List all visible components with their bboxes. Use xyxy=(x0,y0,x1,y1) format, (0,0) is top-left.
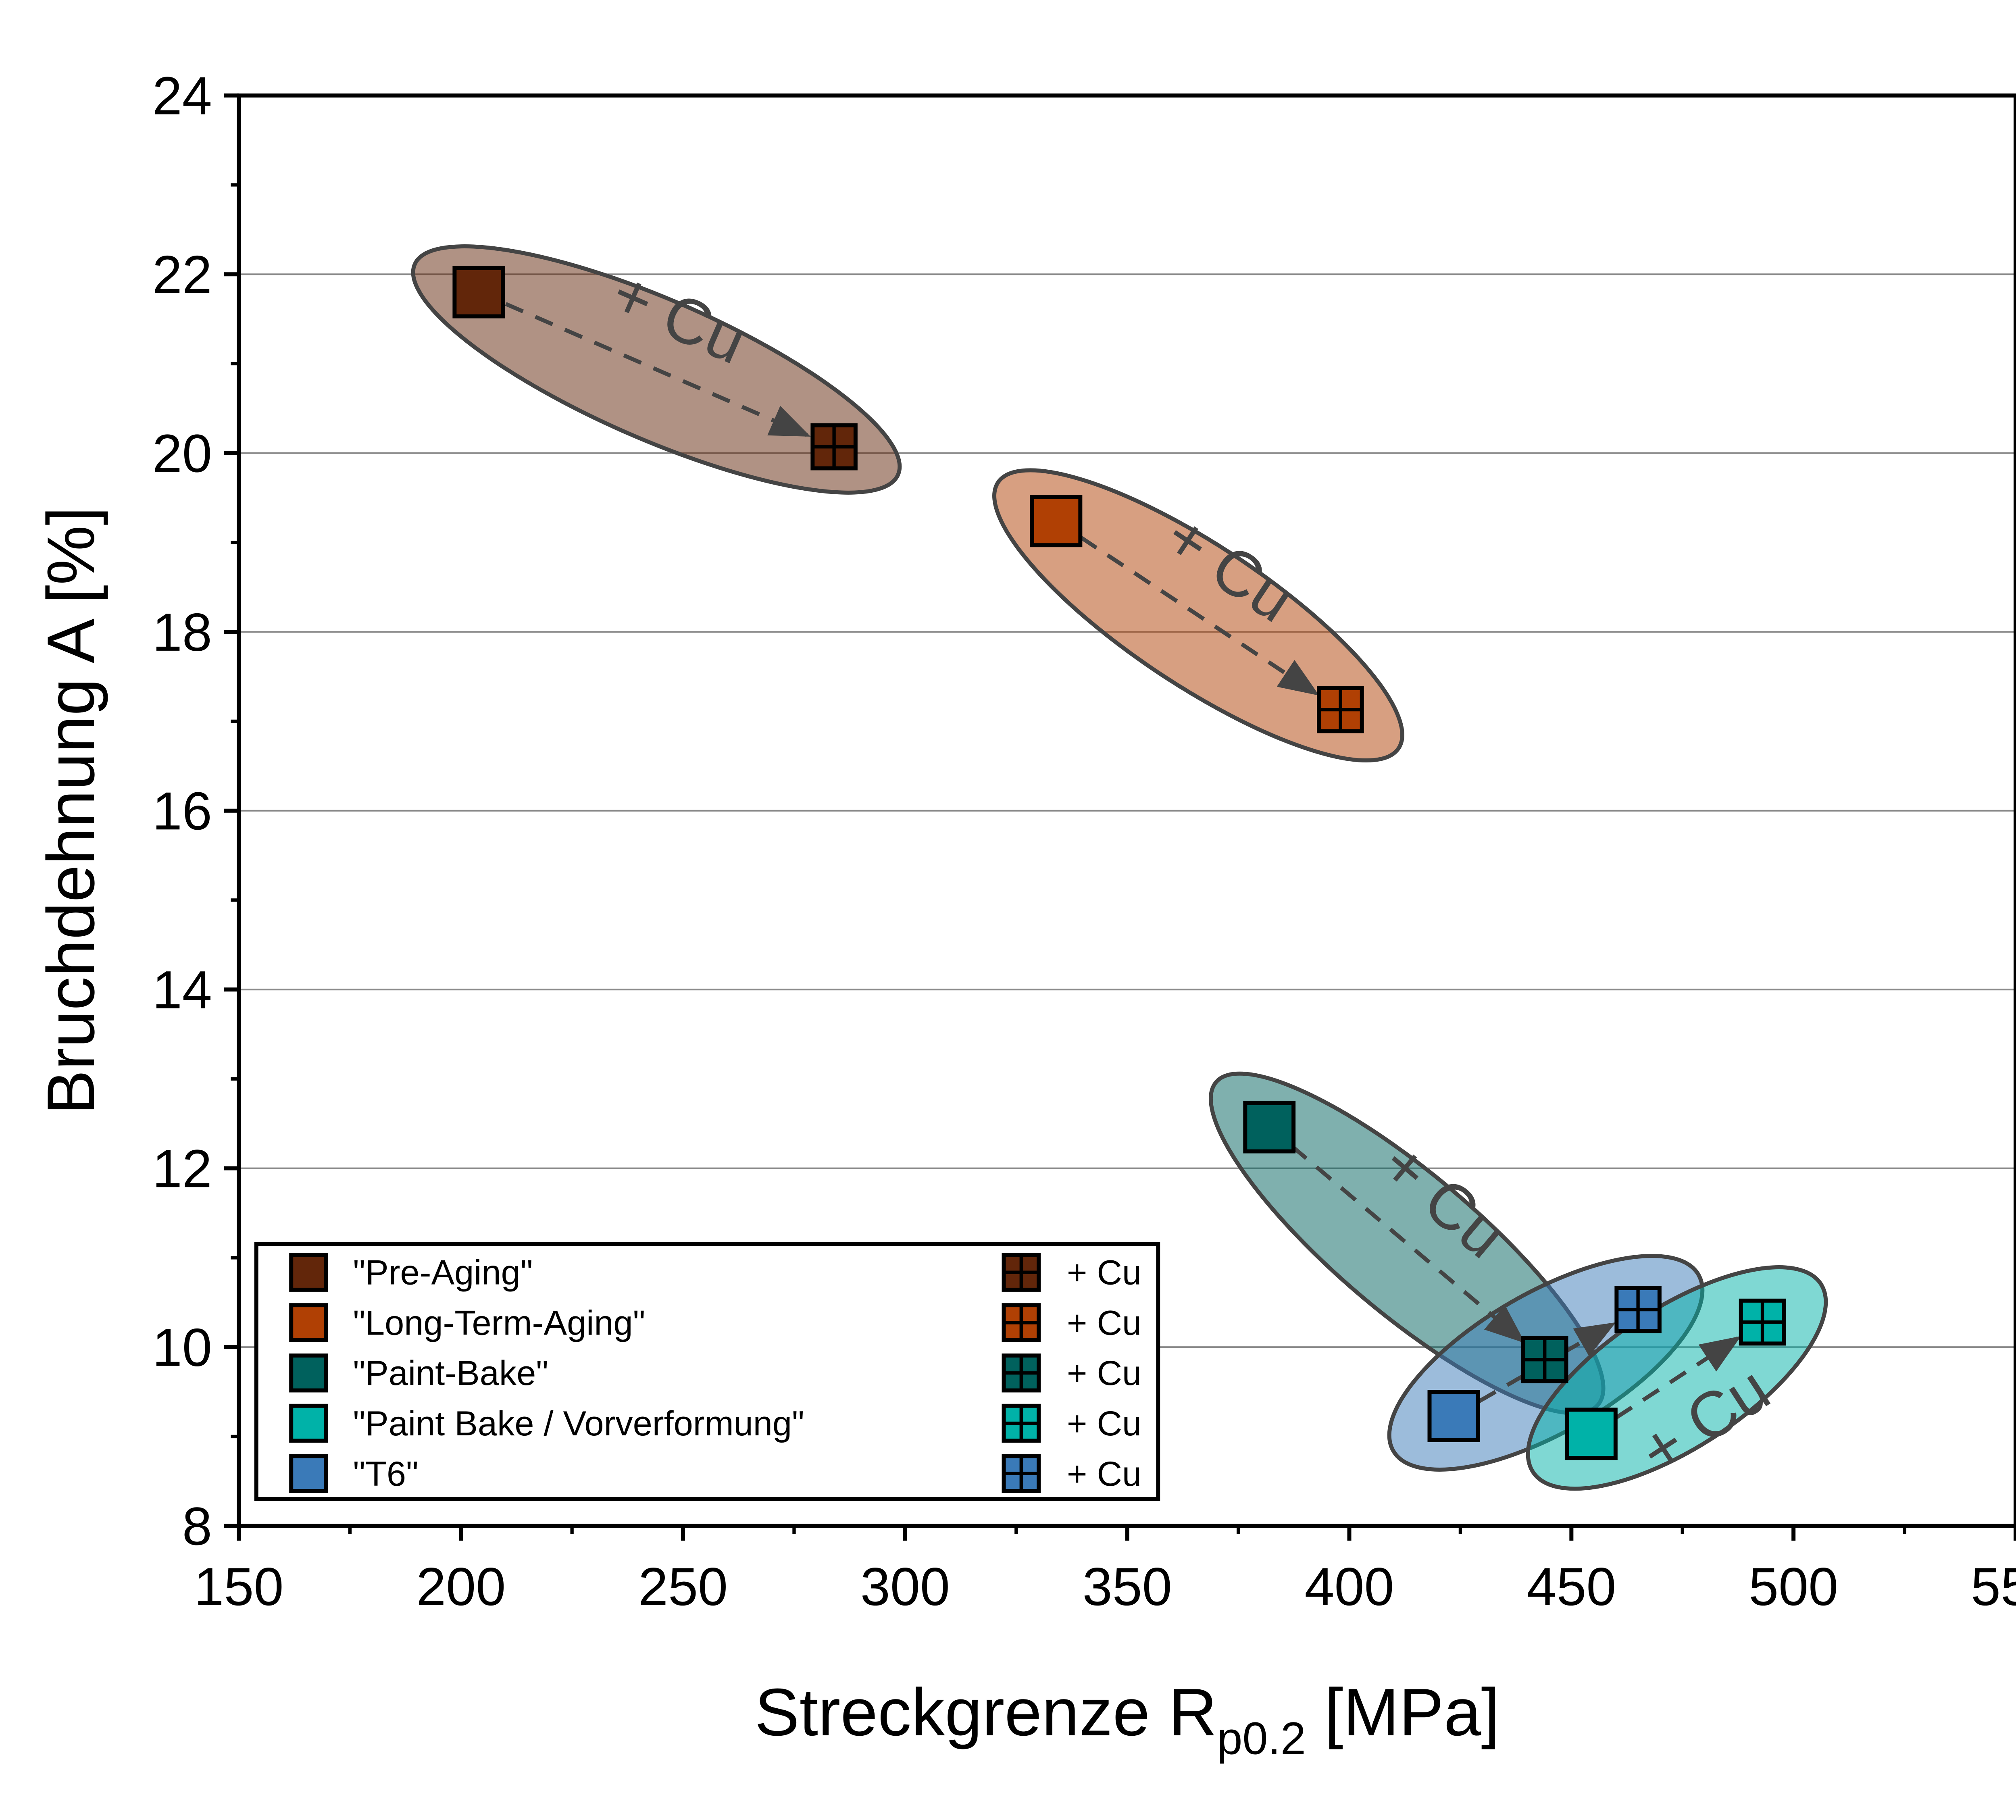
legend-marker xyxy=(289,1253,328,1292)
x-tick-label: 200 xyxy=(416,1557,506,1617)
data-point xyxy=(1427,1390,1480,1442)
legend-marker xyxy=(289,1353,328,1393)
dashed-arrow xyxy=(1290,1145,1525,1343)
gridlines xyxy=(239,273,2016,1348)
x-tick-label: 350 xyxy=(1083,1557,1172,1617)
x-tick-label: 450 xyxy=(1527,1557,1616,1617)
y-tick-label: 16 xyxy=(152,781,212,841)
legend-label: "Paint-Bake" xyxy=(353,1354,548,1393)
y-tick-label: 18 xyxy=(152,602,212,662)
legend-label: "Long-Term-Aging" xyxy=(353,1304,645,1342)
dashed-arrow xyxy=(1615,1336,1741,1420)
legend-label: + Cu xyxy=(1067,1354,1141,1393)
data-point xyxy=(1565,1408,1618,1460)
legend: "Pre-Aging" "Long-Term-Aging" "Paint-Bake"… xyxy=(254,1242,1160,1501)
legend-label: "Pre-Aging" xyxy=(353,1254,533,1292)
legend-label: + Cu xyxy=(1067,1455,1141,1493)
data-points xyxy=(452,266,1786,1460)
y-tick-label: 22 xyxy=(152,245,212,305)
legend-label: + Cu xyxy=(1067,1254,1141,1292)
y-tick-label: 8 xyxy=(182,1496,212,1556)
data-point xyxy=(1030,495,1083,548)
x-axis-label: Streckgrenze Rp0.2 [MPa] xyxy=(755,1675,1500,1764)
x-axis-label-subscript: p0.2 xyxy=(1217,1713,1306,1764)
legend-label: "T6" xyxy=(353,1455,418,1493)
axis-ticks: 8 10 12 14 16 18 20 22 24 150 200 250 300 350 400 450 50… xyxy=(152,66,2016,1617)
legend-label: "Paint Bake / Vorverformung" xyxy=(353,1404,804,1443)
dashed-arrow xyxy=(505,302,811,437)
y-tick-label: 12 xyxy=(152,1139,212,1199)
legend-marker xyxy=(289,1404,328,1443)
y-axis-label: Bruchdehnung A [%] xyxy=(33,507,108,1115)
y-tick-label: 24 xyxy=(152,66,212,126)
x-tick-label: 250 xyxy=(638,1557,728,1617)
x-tick-label: 300 xyxy=(860,1557,950,1617)
dashed-arrow xyxy=(1079,535,1319,696)
x-tick-label: 400 xyxy=(1304,1557,1394,1617)
x-tick-label: 150 xyxy=(194,1557,283,1617)
y-tick-label: 10 xyxy=(152,1318,212,1378)
x-tick-label: 500 xyxy=(1749,1557,1838,1617)
y-tick-label: 20 xyxy=(152,423,212,483)
x-tick-label: 550 xyxy=(1971,1557,2016,1617)
data-point xyxy=(1243,1101,1296,1154)
data-point xyxy=(452,266,505,319)
legend-marker xyxy=(289,1454,328,1493)
y-tick-label: 14 xyxy=(152,960,212,1020)
legend-label: + Cu xyxy=(1067,1304,1141,1342)
legend-marker xyxy=(289,1303,328,1342)
legend-label: + Cu xyxy=(1067,1404,1141,1443)
